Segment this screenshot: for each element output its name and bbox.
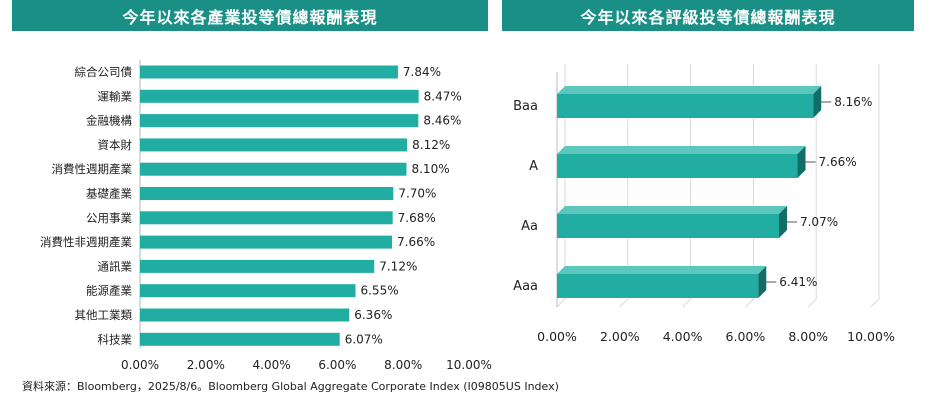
left-value-label: 6.07% — [345, 332, 383, 346]
left-category-label: 消費性非週期產業 — [40, 235, 132, 249]
left-value-label: 7.12% — [379, 259, 417, 273]
right-bar-side — [778, 206, 787, 238]
right-x-tick-label: 2.00% — [600, 329, 640, 344]
left-x-tick-label: 2.00% — [187, 358, 225, 372]
left-value-label: 8.46% — [423, 114, 461, 128]
left-category-label: 運輸業 — [98, 89, 133, 103]
left-value-label: 8.47% — [424, 89, 462, 103]
left-value-label: 6.55% — [360, 284, 398, 298]
left-x-tick-label: 10.00% — [446, 358, 492, 372]
right-x-tick-label: 10.00% — [847, 329, 895, 344]
left-bar — [140, 65, 398, 79]
left-bar — [140, 187, 394, 200]
left-value-label: 7.70% — [398, 187, 436, 201]
right-value-label: 6.41% — [779, 275, 817, 289]
left-category-label: 消費性週期產業 — [52, 162, 133, 176]
left-bar — [140, 89, 419, 103]
right-bar-top — [557, 146, 806, 154]
left-chart-title: 今年以來各產業投等債總報酬表現 — [12, 0, 488, 31]
right-floor-gridline — [619, 298, 629, 308]
left-category-label: 金融機構 — [86, 114, 132, 128]
right-value-label: 8.16% — [834, 95, 872, 109]
right-value-label: 7.66% — [819, 155, 857, 169]
left-value-label: 7.68% — [398, 211, 436, 225]
right-bar — [557, 274, 759, 298]
left-value-label: 7.66% — [397, 235, 435, 249]
source-note: 資料來源：Bloomberg，2025/8/6。Bloomberg Global… — [22, 380, 559, 393]
left-bar — [140, 138, 408, 152]
right-category-label: Aa — [521, 219, 538, 234]
right-bar-side — [813, 86, 822, 118]
left-x-tick-label: 4.00% — [253, 358, 291, 372]
left-bar — [140, 114, 419, 128]
right-bar — [557, 214, 779, 238]
right-category-label: Aaa — [513, 279, 538, 294]
right-bar-top — [557, 86, 822, 94]
right-category-label: A — [529, 159, 538, 174]
right-value-label: 7.07% — [800, 215, 838, 229]
right-x-tick-label: 6.00% — [726, 329, 766, 344]
left-value-label: 8.10% — [411, 162, 449, 176]
right-floor-gridline — [745, 298, 754, 308]
right-chart-title: 今年以來各評級投等債總報酬表現 — [502, 0, 914, 31]
right-x-tick-label: 0.00% — [537, 329, 577, 344]
left-category-label: 基礎產業 — [86, 187, 132, 201]
left-bar — [140, 162, 407, 176]
right-floor-gridline — [556, 298, 566, 308]
right-floor-gridline — [807, 298, 817, 308]
left-bar — [140, 332, 340, 346]
left-x-tick-label: 6.00% — [318, 358, 356, 372]
left-bar — [140, 308, 350, 322]
right-x-tick-label: 4.00% — [663, 329, 703, 344]
right-bar — [557, 94, 814, 118]
right-bar-top — [557, 266, 767, 274]
left-bar — [140, 284, 356, 298]
right-bar — [557, 154, 798, 178]
right-bar-side — [797, 146, 806, 178]
left-category-label: 通訊業 — [98, 259, 133, 273]
left-category-label: 資本財 — [98, 138, 133, 152]
left-category-label: 公用事業 — [86, 211, 132, 225]
left-value-label: 7.84% — [403, 65, 441, 79]
right-bar-top — [557, 206, 787, 214]
left-value-label: 6.36% — [354, 308, 392, 322]
left-x-tick-label: 0.00% — [121, 358, 159, 372]
right-floor-gridline — [870, 298, 880, 308]
right-x-tick-label: 8.00% — [788, 329, 828, 344]
left-bar — [140, 235, 393, 249]
left-bar — [140, 211, 393, 225]
left-value-label: 8.12% — [412, 138, 450, 152]
right-bar-side — [758, 266, 767, 298]
left-category-label: 科技業 — [98, 332, 133, 346]
left-category-label: 綜合公司債 — [75, 65, 133, 79]
left-category-label: 其他工業類 — [75, 308, 133, 322]
right-floor-gridline — [682, 298, 691, 308]
left-x-tick-label: 8.00% — [384, 358, 422, 372]
left-bar — [140, 259, 375, 273]
right-category-label: Baa — [513, 99, 538, 114]
left-category-label: 能源產業 — [86, 284, 132, 298]
